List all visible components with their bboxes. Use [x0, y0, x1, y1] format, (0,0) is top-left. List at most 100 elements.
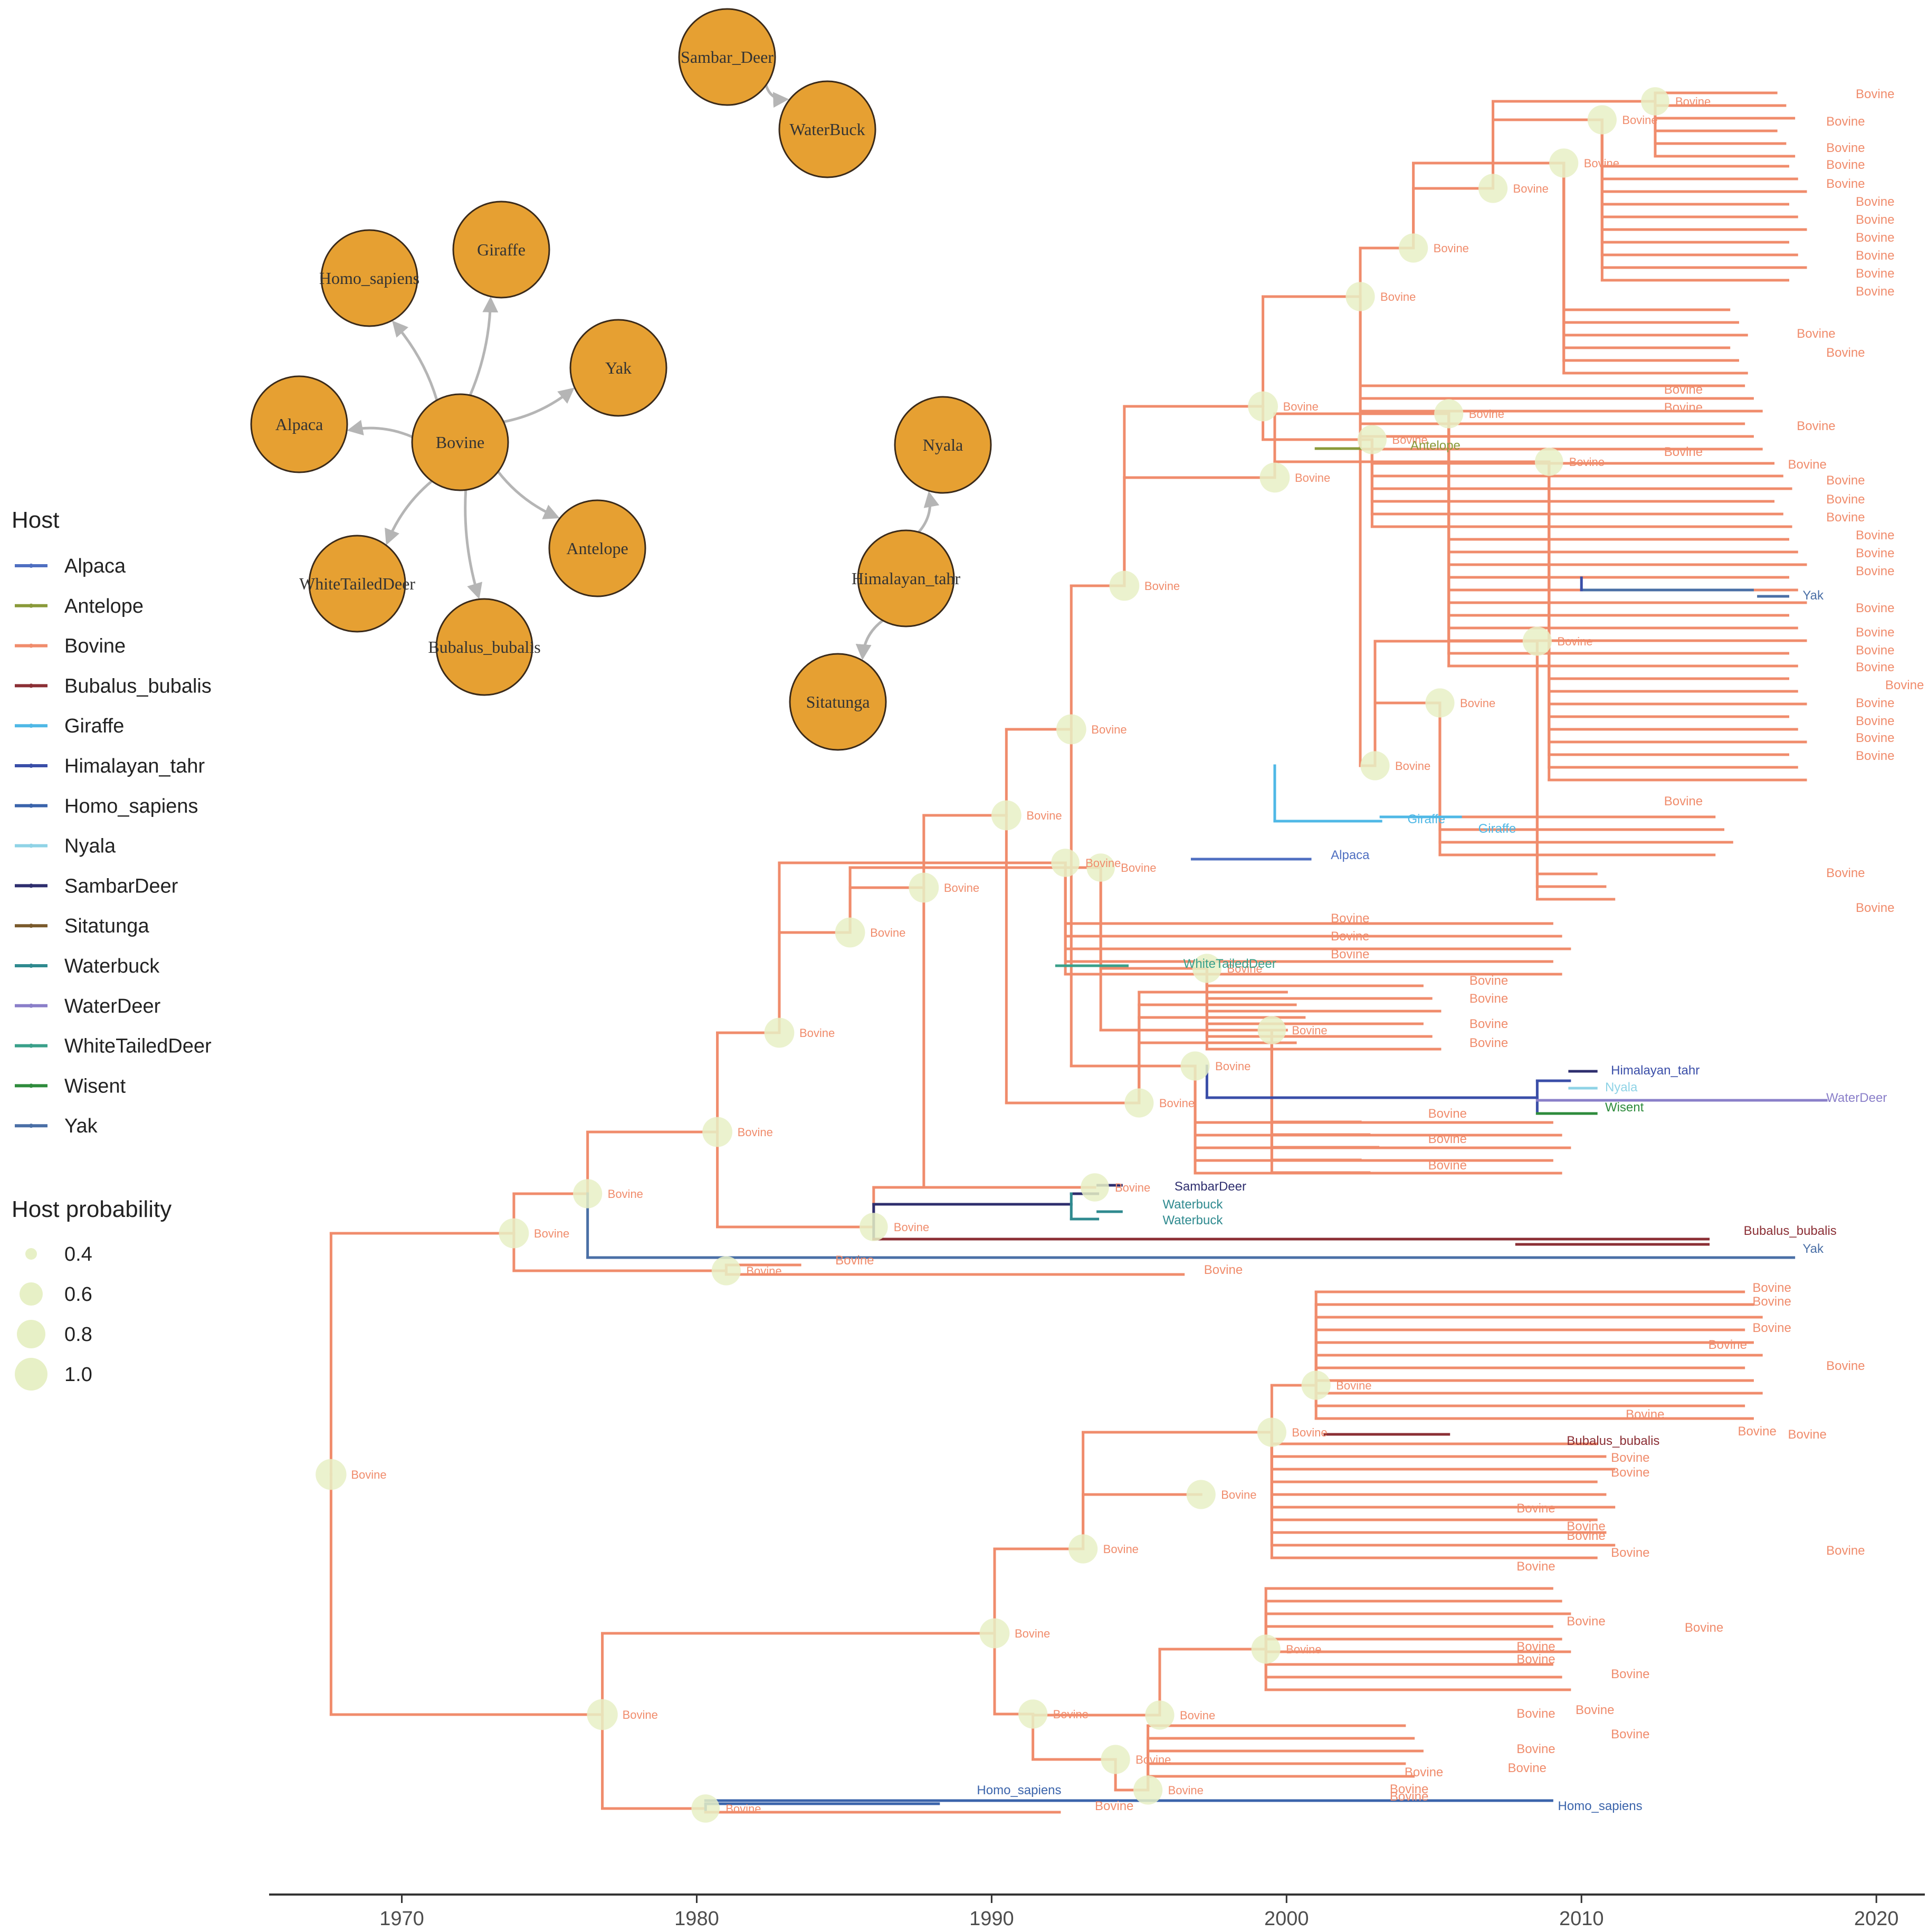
network-node [320, 229, 418, 327]
node-probability-circle [1587, 105, 1617, 135]
network-node-label: Sambar_Deer [681, 47, 774, 66]
tip-label: Bovine [1204, 1263, 1243, 1277]
node-host-label: Bovine [1103, 1543, 1139, 1556]
tip-label: Bovine [1856, 749, 1894, 763]
node-probability-circle [316, 1459, 347, 1490]
legend-host-label: SambarDeer [64, 875, 178, 897]
tip-label: Bovine [1664, 794, 1703, 808]
tip-label: Bovine [1626, 1407, 1664, 1422]
legend-host-label: Waterbuck [64, 955, 160, 977]
tip-label: Bovine [1331, 929, 1369, 944]
tip-label: Bovine [1797, 327, 1835, 341]
tip-label: Bovine [1856, 625, 1894, 640]
tip-label: Bovine [1405, 1765, 1443, 1779]
tip-label: Bovine [1576, 1703, 1614, 1717]
network-node [411, 393, 509, 491]
node-probability-circle [499, 1218, 529, 1249]
node-probability-circle [1522, 626, 1552, 656]
network-edge [392, 320, 438, 401]
node-probability-circle [1109, 570, 1140, 601]
tip-label: Bovine [1428, 1132, 1467, 1146]
node-host-label: Bovine [1180, 1709, 1215, 1722]
legend-host-label: Sitatunga [64, 915, 149, 937]
node-host-label: Bovine [738, 1126, 773, 1139]
node-host-label: Bovine [608, 1187, 643, 1201]
tip-label: Bovine [1469, 1036, 1508, 1050]
tip-label: Waterbuck [1163, 1197, 1224, 1212]
legend-swatch-dot [29, 724, 33, 728]
phylogenetic-tree: Bovine Bovine Bovine Bovine Bovine Bovine Bovi… [316, 87, 1924, 1823]
tip-label: Giraffe [1407, 812, 1445, 826]
node-probability-circle [1434, 399, 1464, 429]
node-probability-circle [1101, 1745, 1130, 1774]
node-probability-circle [691, 1794, 720, 1823]
network-node-label: Nyala [923, 435, 963, 454]
node-probability-circle [764, 1017, 795, 1048]
tip-label: Bovine [1826, 1359, 1865, 1373]
legend-swatch-dot [29, 564, 33, 568]
tip-label: Bovine [1826, 473, 1865, 488]
tip-label: Bovine [1738, 1424, 1776, 1439]
tip-label: Bovine [1856, 731, 1894, 745]
network-edge [385, 480, 433, 546]
network-node [435, 598, 533, 696]
node-host-label: Bovine [1292, 1426, 1327, 1439]
tip-label: Bovine [1611, 1727, 1649, 1741]
tip-label: Bovine [1508, 1761, 1547, 1775]
network-node [789, 653, 887, 751]
legend-host-label: WaterDeer [64, 995, 161, 1017]
tip-label: SambarDeer [1175, 1179, 1246, 1194]
legend-probability-circle [20, 1282, 43, 1306]
node-probability-circle [1086, 853, 1115, 882]
node-probability-circle [1180, 1051, 1210, 1081]
legend-host-label: WhiteTailedDeer [64, 1035, 212, 1058]
tip-label: Wisent [1605, 1100, 1644, 1115]
node-host-label: Bovine [1513, 182, 1549, 195]
network-edge [497, 471, 560, 519]
node-probability-circle [1068, 1534, 1098, 1564]
legend-host-label: Himalayan_tahr [64, 755, 205, 777]
tip-label: Bovine [835, 1253, 874, 1268]
node-host-label: Bovine [1026, 809, 1062, 822]
tip-label: Bovine [1567, 1614, 1605, 1629]
tip-label: Bovine [1826, 141, 1865, 155]
node-host-label: Bovine [1091, 723, 1127, 736]
legend-swatch-dot [29, 924, 33, 928]
node-probability-circle [1641, 87, 1669, 116]
tip-label: Bovine [1826, 177, 1865, 191]
node-probability-circle [711, 1256, 741, 1286]
legend-probability-title: Host probability [12, 1196, 171, 1222]
network-node-label: Bubalus_bubalis [428, 637, 540, 656]
network-node [569, 319, 667, 417]
tip-label: Bovine [1516, 1742, 1555, 1756]
time-axis: 1970 1980 1990 2000 2010 2020 [269, 1893, 1925, 1930]
network-node-label: Himalayan_tahr [852, 569, 960, 588]
tip-label: Bovine [1752, 1281, 1791, 1295]
legend-swatch-dot [29, 1083, 33, 1088]
tip-label: Bovine [1685, 1621, 1723, 1635]
legend-host-label: Homo_sapiens [64, 795, 198, 817]
tip-label: Yak [1802, 1242, 1824, 1256]
tip-label: Homo_sapiens [977, 1783, 1061, 1797]
tip-label: Bovine [1856, 696, 1894, 710]
node-probability-circle [1257, 1016, 1286, 1044]
tip-label: Giraffe [1478, 822, 1516, 836]
node-probability-circle [1534, 448, 1563, 476]
node-probability-circle [587, 1699, 618, 1730]
node-host-label: Bovine [1380, 290, 1416, 303]
network-node [452, 201, 550, 299]
node-host-label: Bovine [1469, 407, 1504, 421]
tip-label: Bovine [1856, 195, 1894, 209]
legend-swatch-dot [29, 683, 33, 688]
tip-label: Bovine [1856, 601, 1894, 615]
legend-host-label: Bubalus_bubalis [64, 675, 212, 697]
node-host-label: Bovine [726, 1802, 761, 1815]
node-host-label: Bovine [1115, 1181, 1150, 1194]
legend-swatch-dot [29, 764, 33, 768]
network-node [548, 499, 646, 597]
network-node [778, 80, 876, 178]
tip-label: Bovine [1826, 866, 1865, 880]
node-probability-circle [1425, 688, 1455, 718]
tip-label: Bovine [1331, 911, 1369, 926]
